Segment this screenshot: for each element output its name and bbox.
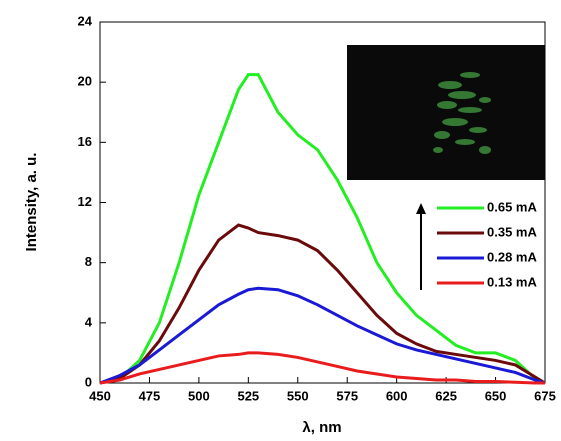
series-line (99, 73, 546, 385)
y-axis-label: Intensity, a. u. (23, 153, 40, 252)
y-tick-label: 16 (78, 134, 92, 149)
x-tick-label: 675 (534, 388, 556, 403)
x-tick-label: 650 (485, 388, 507, 403)
y-tick-label: 4 (85, 314, 93, 329)
x-axis-label: λ, nm (302, 419, 341, 436)
x-tick-label: 475 (139, 388, 161, 403)
inset-glow (433, 72, 491, 154)
y-tick-label: 24 (78, 13, 93, 28)
legend-label: 0.13 mA (487, 274, 537, 289)
x-tick-label: 625 (435, 388, 457, 403)
legend-label: 0.28 mA (487, 249, 537, 264)
inset-background (347, 45, 545, 180)
x-tick-label: 575 (336, 388, 358, 403)
x-tick-label: 450 (89, 388, 111, 403)
y-tick-label: 0 (85, 374, 92, 389)
x-tick-label: 550 (287, 388, 309, 403)
legend-label: 0.35 mA (487, 224, 537, 239)
series-line (99, 286, 546, 385)
legend-label: 0.65 mA (487, 199, 537, 214)
x-tick-label: 600 (386, 388, 408, 403)
y-tick-label: 12 (78, 194, 92, 209)
x-tick-label: 500 (188, 388, 210, 403)
x-tick-label: 525 (237, 388, 259, 403)
y-tick-label: 8 (85, 254, 92, 269)
series-line (99, 351, 545, 385)
y-tick-label: 20 (78, 74, 92, 89)
arrow (416, 203, 426, 290)
inset-image (347, 45, 545, 180)
series-line (99, 223, 546, 385)
